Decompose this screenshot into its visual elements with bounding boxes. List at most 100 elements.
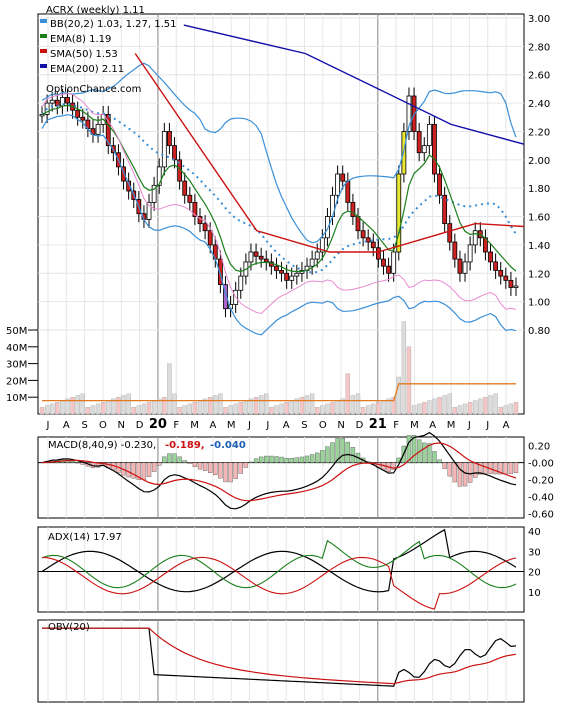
legend-label: EMA(200) 2.11 — [50, 64, 124, 75]
macd-histogram-bar — [330, 442, 335, 463]
macd-histogram-bar — [325, 446, 330, 463]
macd-histogram-bar — [253, 458, 259, 463]
candle-body — [202, 223, 208, 232]
volume-bar — [207, 397, 213, 415]
volume-bar — [162, 397, 167, 415]
volume-y-tick: 30M — [6, 360, 27, 371]
legend-swatch — [40, 19, 47, 23]
legend-swatch — [40, 34, 47, 38]
volume-bar — [437, 397, 442, 415]
macd-histogram-bar — [223, 462, 228, 483]
price-y-tick: 2.80 — [528, 42, 550, 53]
candle-body — [126, 180, 132, 192]
candle-body — [187, 194, 193, 203]
x-tick-label: M — [227, 420, 236, 431]
candle-body — [75, 109, 81, 118]
price-y-tick: 1.40 — [528, 241, 550, 252]
macd-histogram-bar — [493, 462, 498, 475]
macd-histogram-bar — [218, 462, 223, 479]
volume-bar — [182, 405, 187, 415]
volume-bar — [126, 393, 131, 415]
volume-bar — [411, 405, 417, 415]
macd-histogram-bar — [167, 453, 172, 463]
x-tick-label: M — [410, 420, 419, 431]
x-tick-label: A — [209, 420, 216, 431]
x-tick-label: S — [81, 420, 87, 431]
candle-body — [421, 145, 427, 154]
volume-bar — [228, 405, 233, 415]
volume-bar — [396, 376, 401, 415]
macd-histogram-bar — [228, 462, 233, 483]
macd-histogram-bar — [264, 455, 269, 463]
candle-body — [442, 194, 448, 225]
volume-bar — [80, 393, 85, 415]
candle-body — [355, 216, 361, 232]
di-plus-line — [41, 539, 517, 589]
x-tick-label: O — [99, 420, 107, 431]
volume-bar — [75, 395, 80, 415]
candle-body — [488, 251, 493, 263]
macd-histogram-bar — [483, 462, 488, 474]
macd-y-tick: 0.20 — [528, 442, 550, 453]
macd-histogram-bar — [422, 442, 427, 463]
volume-bar — [483, 397, 488, 415]
volume-bar — [432, 398, 437, 415]
volume-bar — [508, 403, 514, 415]
volume-avg-line — [42, 383, 516, 402]
macd-histogram-bar — [411, 435, 417, 463]
candle-body — [467, 244, 473, 263]
candle-body — [121, 166, 126, 182]
volume-bar — [146, 402, 152, 415]
bollinger-upper-line — [41, 62, 517, 244]
macd-histogram-bar — [126, 462, 131, 478]
watermark: OptionChance.com — [46, 84, 141, 95]
macd-histogram-bar — [467, 462, 473, 483]
candle-body — [319, 237, 325, 253]
volume-bar — [330, 402, 335, 415]
obv-average-line — [42, 627, 517, 685]
candle-body — [437, 173, 442, 196]
candle-body — [80, 116, 86, 121]
volume-bar — [452, 407, 458, 415]
volume-bar — [371, 403, 376, 415]
macd-histogram-bar — [299, 456, 305, 463]
x-tick-label: A — [503, 420, 510, 431]
volume-bar — [111, 398, 116, 415]
x-tick-label: O — [319, 420, 327, 431]
macd-histogram-bar — [70, 461, 75, 463]
x-tick-label: S — [301, 420, 307, 431]
volume-bar — [151, 400, 157, 415]
candle-body — [192, 201, 198, 217]
macd-title: MACD(8,40,9) -0.230, — [48, 440, 156, 451]
volume-bar — [289, 400, 294, 415]
macd-histogram-bar — [462, 462, 468, 487]
macd-histogram-bar — [151, 462, 157, 472]
volume-bar — [284, 402, 289, 415]
x-tick-label: 21 — [369, 417, 387, 432]
volume-bar — [274, 405, 279, 415]
candle-body — [360, 230, 366, 239]
candle-body — [391, 251, 397, 274]
macd-histogram-bar — [391, 462, 396, 470]
macd-histogram-bar — [294, 457, 300, 463]
candle-body — [95, 123, 101, 135]
candle-body — [452, 241, 458, 260]
macd-histogram-bar — [513, 462, 519, 473]
volume-bar — [345, 373, 351, 415]
volume-bar — [513, 402, 519, 415]
x-tick-label: D — [136, 420, 144, 431]
macd-histogram-bar — [498, 462, 503, 475]
candle-body — [513, 285, 519, 288]
candle-body — [340, 173, 346, 182]
volume-bar — [467, 402, 473, 415]
macd-histogram-bar — [136, 462, 142, 480]
volume-bar — [365, 405, 371, 415]
price-y-tick: 1.80 — [528, 184, 550, 195]
volume-bar — [473, 400, 478, 415]
volume-bar — [355, 393, 361, 415]
volume-bar — [248, 398, 254, 415]
volume-bar — [238, 402, 243, 415]
macd-histogram-bar — [335, 438, 340, 463]
candle-body — [365, 237, 371, 243]
macd-histogram-bar — [177, 456, 182, 463]
